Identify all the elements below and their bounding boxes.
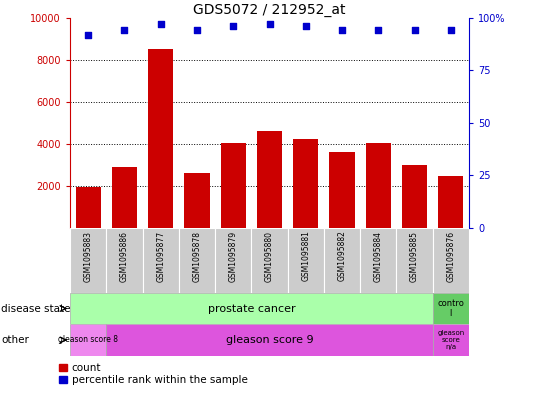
- Bar: [215, 228, 251, 293]
- Text: GSM1095878: GSM1095878: [192, 231, 202, 281]
- Title: GDS5072 / 212952_at: GDS5072 / 212952_at: [194, 3, 345, 17]
- Bar: [179, 228, 215, 293]
- Point: [229, 23, 238, 29]
- Bar: [365, 143, 391, 228]
- Text: disease state: disease state: [1, 303, 71, 314]
- Bar: [106, 228, 143, 293]
- Point: [446, 27, 455, 33]
- Bar: [143, 228, 179, 293]
- Point: [120, 27, 129, 33]
- Bar: [360, 228, 396, 293]
- Point: [374, 27, 383, 33]
- Bar: [184, 173, 210, 228]
- Text: contro
l: contro l: [437, 299, 464, 318]
- Bar: [433, 293, 469, 324]
- Text: GSM1095886: GSM1095886: [120, 231, 129, 281]
- Point: [265, 21, 274, 27]
- Point: [156, 21, 165, 27]
- Bar: [438, 176, 464, 228]
- Bar: [112, 167, 137, 228]
- Point: [84, 31, 93, 38]
- Point: [338, 27, 347, 33]
- Bar: [257, 131, 282, 228]
- Legend: count, percentile rank within the sample: count, percentile rank within the sample: [59, 363, 247, 386]
- Bar: [396, 228, 433, 293]
- Text: GSM1095883: GSM1095883: [84, 231, 93, 281]
- Text: GSM1095881: GSM1095881: [301, 231, 310, 281]
- Text: GSM1095876: GSM1095876: [446, 231, 455, 282]
- Bar: [148, 49, 174, 228]
- Point: [301, 23, 310, 29]
- Text: gleason score 8: gleason score 8: [58, 336, 118, 344]
- Bar: [324, 228, 360, 293]
- Point: [410, 27, 419, 33]
- Bar: [251, 228, 288, 293]
- Text: gleason
score
n/a: gleason score n/a: [437, 330, 465, 350]
- Text: prostate cancer: prostate cancer: [208, 303, 295, 314]
- Bar: [433, 324, 469, 356]
- Text: gleason score 9: gleason score 9: [226, 335, 313, 345]
- Text: GSM1095877: GSM1095877: [156, 231, 165, 282]
- Bar: [220, 143, 246, 228]
- Text: GSM1095880: GSM1095880: [265, 231, 274, 281]
- Text: GSM1095885: GSM1095885: [410, 231, 419, 281]
- Point: [192, 27, 201, 33]
- Bar: [75, 187, 101, 228]
- Bar: [70, 324, 106, 356]
- Bar: [70, 228, 106, 293]
- Text: other: other: [1, 335, 29, 345]
- Bar: [402, 165, 427, 228]
- Bar: [329, 152, 355, 228]
- Bar: [288, 228, 324, 293]
- Text: GSM1095879: GSM1095879: [229, 231, 238, 282]
- Text: GSM1095882: GSM1095882: [337, 231, 347, 281]
- Text: GSM1095884: GSM1095884: [374, 231, 383, 281]
- Bar: [433, 228, 469, 293]
- Bar: [106, 324, 433, 356]
- Bar: [293, 139, 319, 228]
